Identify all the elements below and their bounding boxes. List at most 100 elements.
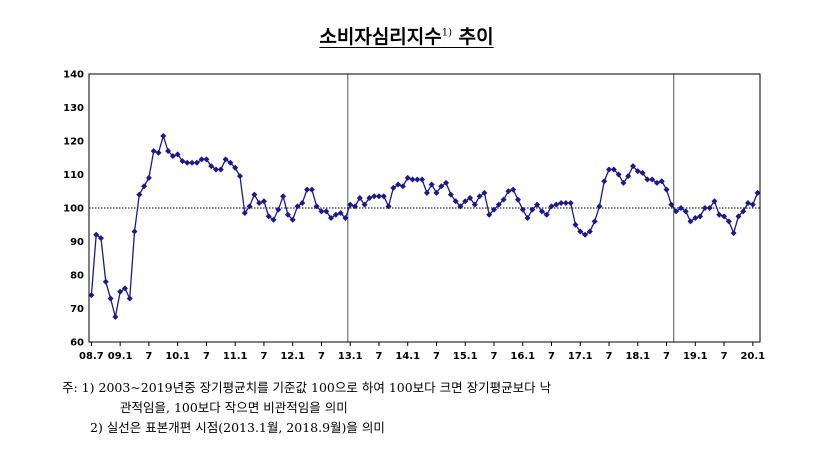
- x-tick-label: 7: [375, 351, 382, 360]
- data-point: [294, 203, 301, 210]
- y-tick-label: 120: [63, 137, 84, 148]
- data-point: [467, 194, 474, 201]
- data-point: [519, 206, 526, 213]
- data-point: [649, 176, 656, 183]
- data-point: [246, 203, 253, 210]
- line-chart: 60 70 80 90 100 110 120 130 140 08.7 09.1 7 10.1 7 11…: [63, 70, 765, 361]
- footnote-1-line-1: 주: 1) 2003∼2019년중 장기평균치를 기준값 100으로 하여 10…: [62, 378, 551, 398]
- data-point: [342, 215, 349, 222]
- data-point: [749, 201, 756, 208]
- data-point: [160, 132, 167, 139]
- data-point: [117, 288, 124, 295]
- y-tick-label: 60: [70, 338, 84, 349]
- data-point: [399, 183, 406, 190]
- data-point: [121, 285, 128, 292]
- data-point: [577, 228, 584, 235]
- data-point: [93, 231, 100, 238]
- data-point: [409, 176, 416, 183]
- data-point: [572, 221, 579, 228]
- data-point: [745, 199, 752, 206]
- data-point: [347, 201, 354, 208]
- data-point: [352, 203, 359, 210]
- x-axis-ticks: 08.7 09.1 7 10.1 7 11.1 7 12.1 7 13.1 7 14.1 7 15.1 7 1…: [79, 342, 765, 360]
- y-tick-label: 110: [63, 170, 84, 181]
- footnotes: 주: 1) 2003∼2019년중 장기평균치를 기준값 100으로 하여 10…: [62, 378, 551, 438]
- data-point: [428, 181, 435, 188]
- x-tick-label: 11.1: [223, 351, 248, 360]
- footnote-1-prefix: 주: 1): [62, 380, 95, 395]
- data-point: [371, 193, 378, 200]
- data-point: [567, 199, 574, 206]
- data-point: [438, 183, 445, 190]
- data-point: [582, 231, 589, 238]
- data-point: [385, 203, 392, 210]
- chart-title: 소비자심리지수1) 추이: [0, 22, 813, 49]
- x-tick-label: 7: [318, 351, 325, 360]
- data-point: [457, 203, 464, 210]
- data-point: [510, 186, 517, 193]
- data-point: [332, 211, 339, 218]
- x-tick-label: 7: [260, 351, 267, 360]
- y-tick-label: 100: [63, 204, 84, 215]
- data-point: [112, 313, 119, 320]
- y-tick-label: 140: [63, 70, 84, 81]
- data-point: [534, 201, 541, 208]
- x-tick-label: 7: [203, 351, 210, 360]
- data-point: [701, 205, 708, 211]
- data-point: [471, 201, 478, 208]
- data-point: [514, 196, 521, 203]
- data-point: [380, 193, 387, 200]
- x-tick-label: 7: [606, 351, 613, 360]
- data-point: [313, 203, 320, 210]
- data-point: [553, 201, 560, 208]
- data-point: [443, 179, 450, 186]
- x-tick-label: 08.7: [79, 351, 104, 360]
- data-point: [423, 189, 430, 196]
- data-point: [174, 151, 181, 158]
- data-point: [208, 163, 215, 170]
- data-point: [529, 206, 536, 213]
- data-point: [725, 218, 732, 225]
- data-point: [596, 203, 603, 210]
- data-point: [677, 205, 684, 211]
- data-point: [193, 159, 200, 166]
- x-tick-label: 7: [721, 351, 728, 360]
- data-point: [145, 174, 152, 181]
- data-point: [653, 179, 660, 186]
- sample-revision-lines: [347, 74, 675, 342]
- data-point: [299, 199, 306, 206]
- data-point: [490, 206, 497, 213]
- data-point: [673, 208, 680, 215]
- data-point: [227, 159, 234, 166]
- data-point: [620, 179, 627, 186]
- data-point: [256, 199, 263, 206]
- data-point: [304, 186, 311, 193]
- data-point: [323, 208, 330, 215]
- data-point: [328, 215, 335, 222]
- data-point: [543, 211, 550, 218]
- data-point: [414, 176, 421, 183]
- data-point: [361, 201, 368, 208]
- data-point: [711, 198, 718, 205]
- data-point: [97, 235, 104, 242]
- data-point: [217, 166, 224, 173]
- data-point: [591, 218, 598, 225]
- data-point: [562, 199, 569, 206]
- chart-title-main: 소비자심리지수: [319, 26, 442, 48]
- data-point: [668, 201, 675, 208]
- data-point: [697, 213, 704, 220]
- data-point: [433, 189, 440, 196]
- footnote-1-text: 2003∼2019년중 장기평균치를 기준값 100으로 하여 100보다 크면…: [98, 380, 552, 395]
- data-point: [500, 196, 507, 203]
- data-point: [203, 156, 210, 163]
- data-point: [687, 218, 694, 225]
- csi-series: [88, 132, 761, 320]
- data-point: [356, 194, 363, 201]
- data-point: [586, 228, 593, 235]
- x-tick-label: 14.1: [395, 351, 420, 360]
- data-point: [558, 199, 565, 206]
- data-point: [169, 153, 176, 160]
- data-point: [524, 215, 531, 222]
- chart-title-footnote-mark: 1): [441, 27, 453, 39]
- data-point: [265, 213, 272, 220]
